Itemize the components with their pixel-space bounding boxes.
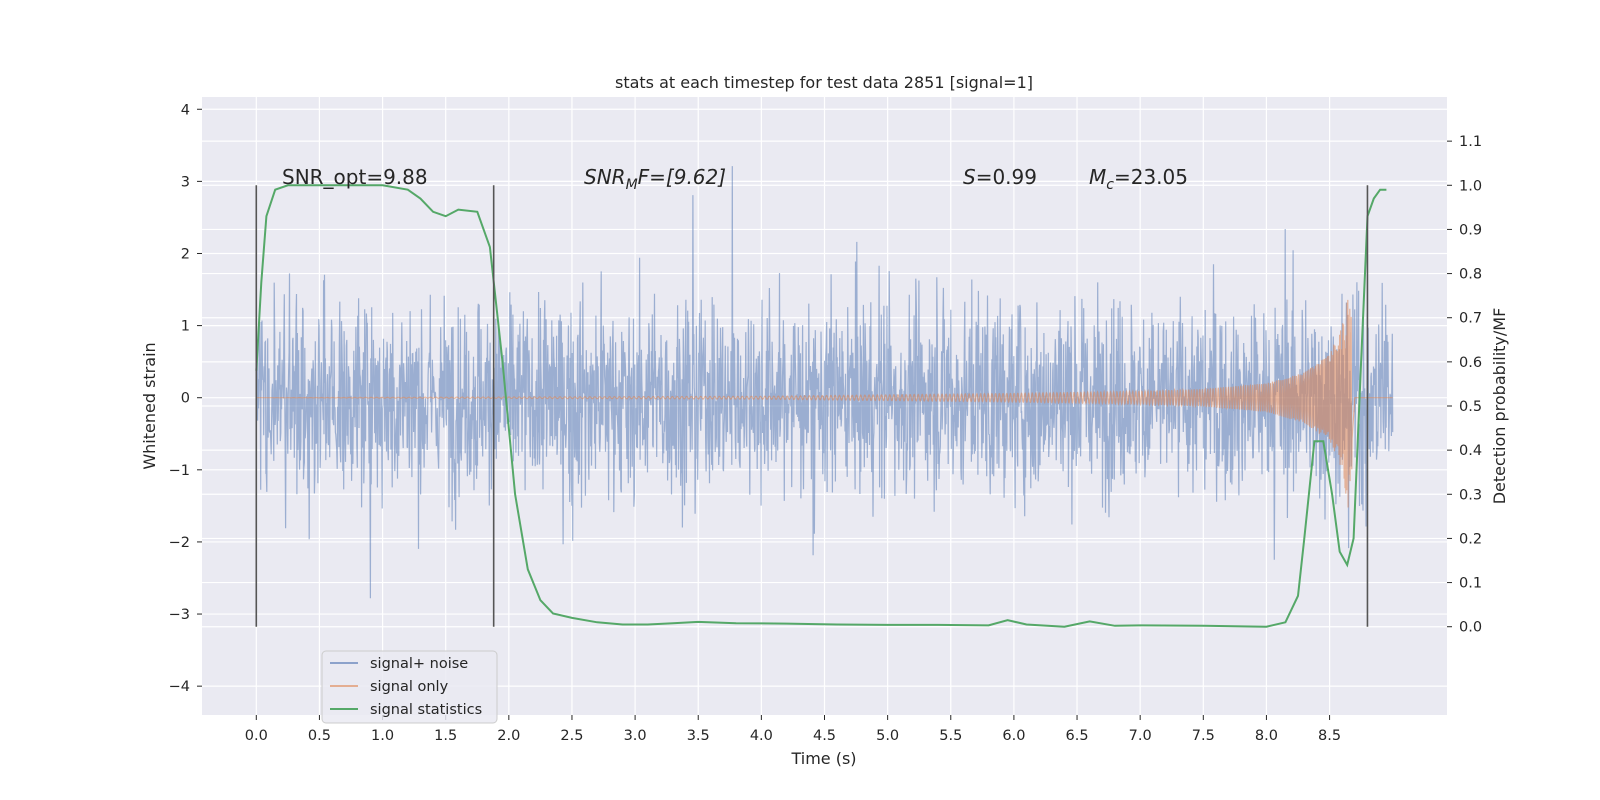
x-tick-label: 6.0 xyxy=(1002,728,1025,744)
signal-noise-series xyxy=(255,166,1394,599)
right-y-tick-label: 1.1 xyxy=(1459,134,1482,150)
right-y-tick-label: 0.4 xyxy=(1459,443,1482,459)
x-tick-label: 4.0 xyxy=(750,728,773,744)
left-y-tick-label: 0 xyxy=(181,391,190,407)
x-tick-label: 1.5 xyxy=(434,728,457,744)
x-axis-label: Time (s) xyxy=(790,749,856,768)
right-y-tick-label: 0.3 xyxy=(1459,487,1482,503)
right-y-tick-label: 0.9 xyxy=(1459,222,1482,238)
left-y-tick-label: 4 xyxy=(181,102,190,118)
signal-statistics-series xyxy=(255,184,1387,628)
right-y-tick-label: 0.1 xyxy=(1459,576,1482,592)
legend-label-statistics: signal statistics xyxy=(370,702,482,718)
right-y-tick-label: 0.0 xyxy=(1459,620,1482,636)
x-tick-label: 1.0 xyxy=(371,728,394,744)
right-y-tick-label: 0.2 xyxy=(1459,531,1482,547)
left-y-tick-label: −4 xyxy=(169,679,190,695)
x-tick-label: 8.0 xyxy=(1255,728,1278,744)
right-y-axis-label: Detection probability/MF xyxy=(1490,308,1509,505)
legend-label-signal: signal only xyxy=(370,679,449,695)
x-tick-label: 2.0 xyxy=(497,728,520,744)
x-tick-label: 5.0 xyxy=(876,728,899,744)
x-tick-label: 7.0 xyxy=(1129,728,1152,744)
right-y-tick-label: 0.5 xyxy=(1459,399,1482,415)
x-tick-label: 3.0 xyxy=(624,728,647,744)
x-tick-label: 4.5 xyxy=(813,728,836,744)
s-symbol: S xyxy=(963,165,976,189)
snr-mf-main: SNR xyxy=(584,165,626,189)
right-y-tick-label: 0.6 xyxy=(1459,355,1482,371)
left-y-axis-ticks: 4 3 2 1 0 −1 −2 −3 −4 xyxy=(169,102,202,695)
x-tick-label: 6.5 xyxy=(1066,728,1089,744)
s-value: =0.99 xyxy=(976,165,1037,189)
chart-title: stats at each timestep for test data 285… xyxy=(615,73,1033,92)
snr-mf-annotation: SNRMF=[9.62] xyxy=(584,165,726,193)
snr-mf-value: F=[9.62] xyxy=(638,165,726,189)
legend-box xyxy=(321,650,498,724)
x-axis-ticks: 0.0 0.5 1.0 1.5 2.0 2.5 3.0 3.5 4.0 4.5 5.0 5.5 6.0 6… xyxy=(245,715,1341,744)
right-y-tick-label: 0.7 xyxy=(1459,311,1482,327)
right-y-tick-label: 0.8 xyxy=(1459,267,1482,283)
legend: signal+ noise signal only signal statist… xyxy=(321,650,498,724)
left-y-tick-label: −1 xyxy=(169,463,190,479)
s-annotation: S=0.99 xyxy=(963,165,1037,189)
left-y-tick-label: 1 xyxy=(181,319,190,335)
vertical-markers xyxy=(255,185,1369,627)
left-y-tick-label: 3 xyxy=(181,174,190,190)
legend-label-noise: signal+ noise xyxy=(370,656,468,672)
x-tick-label: 8.5 xyxy=(1318,728,1341,744)
x-tick-label: 0.5 xyxy=(308,728,331,744)
snr-mf-subscript: M xyxy=(626,177,638,193)
x-tick-label: 7.5 xyxy=(1192,728,1215,744)
right-y-axis-ticks: 1.1 1.0 0.9 0.8 0.7 0.6 0.5 0.4 0.3 0.2 0.1 0.0 xyxy=(1447,134,1482,636)
left-y-tick-label: −3 xyxy=(169,607,190,623)
left-y-tick-label: −2 xyxy=(169,535,190,551)
left-y-tick-label: 2 xyxy=(181,246,190,262)
right-y-tick-label: 1.0 xyxy=(1459,178,1482,194)
x-tick-label: 3.5 xyxy=(687,728,710,744)
x-tick-label: 0.0 xyxy=(245,728,268,744)
mc-value: =23.05 xyxy=(1114,165,1188,189)
mc-subscript: c xyxy=(1106,177,1114,193)
mc-symbol: M xyxy=(1089,165,1106,189)
mc-annotation: Mc=23.05 xyxy=(1089,165,1188,193)
signal-only-series xyxy=(256,299,1393,508)
left-y-axis-label: Whitened strain xyxy=(140,342,159,469)
x-tick-label: 5.5 xyxy=(939,728,962,744)
snr-opt-annotation: SNR_opt=9.88 xyxy=(282,165,428,189)
x-tick-label: 2.5 xyxy=(560,728,583,744)
